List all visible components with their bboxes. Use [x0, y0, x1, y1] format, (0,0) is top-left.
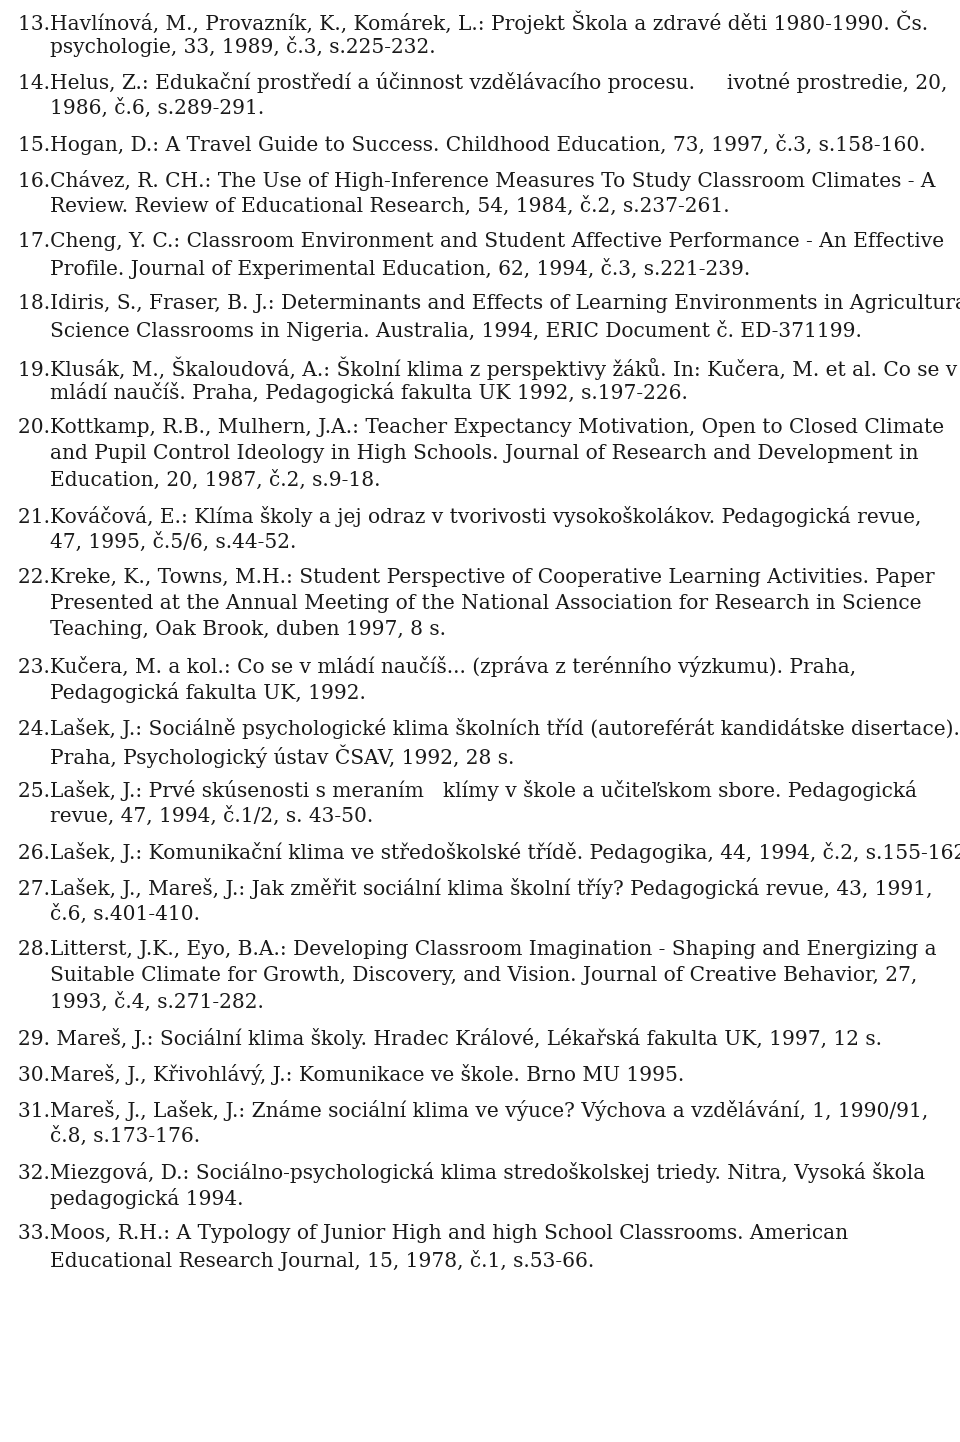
- Text: Presented at the Annual Meeting of the National Association for Research in Scie: Presented at the Annual Meeting of the N…: [50, 594, 922, 613]
- Text: č.6, s.401-410.: č.6, s.401-410.: [50, 904, 200, 924]
- Text: 25.Lašek, J.: Prvé skúsenosti s meraním   klímy v škole a učiteľskom sbore. Peda: 25.Lašek, J.: Prvé skúsenosti s meraním …: [18, 780, 917, 800]
- Text: Profile. Journal of Experimental Education, 62, 1994, č.3, s.221-239.: Profile. Journal of Experimental Educati…: [50, 258, 751, 278]
- Text: 19.Klusák, M., Škaloudová, A.: Školní klima z perspektivy žáků. In: Kučera, M. e: 19.Klusák, M., Škaloudová, A.: Školní kl…: [18, 356, 957, 379]
- Text: 47, 1995, č.5/6, s.44-52.: 47, 1995, č.5/6, s.44-52.: [50, 532, 297, 552]
- Text: Education, 20, 1987, č.2, s.9-18.: Education, 20, 1987, č.2, s.9-18.: [50, 470, 380, 490]
- Text: 18.Idiris, S., Fraser, B. J.: Determinants and Effects of Learning Environments : 18.Idiris, S., Fraser, B. J.: Determinan…: [18, 294, 960, 313]
- Text: pedagogická 1994.: pedagogická 1994.: [50, 1188, 244, 1208]
- Text: 13.Havlínová, M., Provazník, K., Komárek, L.: Projekt Škola a zdravé děti 1980-1: 13.Havlínová, M., Provazník, K., Komárek…: [18, 10, 928, 33]
- Text: Teaching, Oak Brook, duben 1997, 8 s.: Teaching, Oak Brook, duben 1997, 8 s.: [50, 620, 446, 639]
- Text: mládí naučíš. Praha, Pedagogická fakulta UK 1992, s.197-226.: mládí naučíš. Praha, Pedagogická fakulta…: [50, 382, 688, 402]
- Text: 23.Kučera, M. a kol.: Co se v mládí naučíš... (zpráva z terénního výzkumu). Prah: 23.Kučera, M. a kol.: Co se v mládí nauč…: [18, 656, 856, 676]
- Text: 31.Mareš, J., Lašek, J.: Známe sociální klima ve výuce? Výchova a vzdělávání, 1,: 31.Mareš, J., Lašek, J.: Známe sociální …: [18, 1100, 928, 1120]
- Text: psychologie, 33, 1989, č.3, s.225-232.: psychologie, 33, 1989, č.3, s.225-232.: [50, 36, 436, 58]
- Text: 20.Kottkamp, R.B., Mulhern, J.A.: Teacher Expectancy Motivation, Open to Closed : 20.Kottkamp, R.B., Mulhern, J.A.: Teache…: [18, 418, 944, 437]
- Text: Suitable Climate for Growth, Discovery, and Vision. Journal of Creative Behavior: Suitable Climate for Growth, Discovery, …: [50, 966, 917, 985]
- Text: 32.Miezgová, D.: Sociálno-psychologická klima stredoškolskej triedy. Nitra, Vyso: 32.Miezgová, D.: Sociálno-psychologická …: [18, 1162, 925, 1182]
- Text: 27.Lašek, J., Mareš, J.: Jak změřit sociální klima školní tříy? Pedagogická revu: 27.Lašek, J., Mareš, J.: Jak změřit soci…: [18, 878, 932, 898]
- Text: Educational Research Journal, 15, 1978, č.1, s.53-66.: Educational Research Journal, 15, 1978, …: [50, 1250, 594, 1270]
- Text: 22.Kreke, K., Towns, M.H.: Student Perspective of Cooperative Learning Activitie: 22.Kreke, K., Towns, M.H.: Student Persp…: [18, 568, 935, 587]
- Text: 30.Mareš, J., Křivohlávý, J.: Komunikace ve škole. Brno MU 1995.: 30.Mareš, J., Křivohlávý, J.: Komunikace…: [18, 1064, 684, 1084]
- Text: 1986, č.6, s.289-291.: 1986, č.6, s.289-291.: [50, 98, 264, 118]
- Text: Pedagogická fakulta UK, 1992.: Pedagogická fakulta UK, 1992.: [50, 682, 366, 704]
- Text: 29. Mareš, J.: Sociální klima školy. Hradec Králové, Lékařská fakulta UK, 1997, : 29. Mareš, J.: Sociální klima školy. Hra…: [18, 1028, 882, 1048]
- Text: Praha, Psychologický ústav ČSAV, 1992, 28 s.: Praha, Psychologický ústav ČSAV, 1992, 2…: [50, 744, 515, 767]
- Text: revue, 47, 1994, č.1/2, s. 43-50.: revue, 47, 1994, č.1/2, s. 43-50.: [50, 806, 373, 826]
- Text: č.8, s.173-176.: č.8, s.173-176.: [50, 1126, 200, 1146]
- Text: 1993, č.4, s.271-282.: 1993, č.4, s.271-282.: [50, 992, 264, 1012]
- Text: 24.Lašek, J.: Sociálně psychologické klima školních tříd (autoreférát kandidátsk: 24.Lašek, J.: Sociálně psychologické kli…: [18, 718, 960, 738]
- Text: 26.Lašek, J.: Komunikační klima ve středoškolské třídě. Pedagogika, 44, 1994, č.: 26.Lašek, J.: Komunikační klima ve střed…: [18, 842, 960, 862]
- Text: 17.Cheng, Y. C.: Classroom Environment and Student Affective Performance - An Ef: 17.Cheng, Y. C.: Classroom Environment a…: [18, 232, 944, 251]
- Text: 14.Helus, Z.: Edukační prostředí a účinnost vzdělávacího procesu.     ivotné pro: 14.Helus, Z.: Edukační prostředí a účinn…: [18, 72, 948, 92]
- Text: 15.Hogan, D.: A Travel Guide to Success. Childhood Education, 73, 1997, č.3, s.1: 15.Hogan, D.: A Travel Guide to Success.…: [18, 134, 925, 154]
- Text: 28.Litterst, J.K., Eyo, B.A.: Developing Classroom Imagination - Shaping and Ene: 28.Litterst, J.K., Eyo, B.A.: Developing…: [18, 940, 937, 959]
- Text: Review. Review of Educational Research, 54, 1984, č.2, s.237-261.: Review. Review of Educational Research, …: [50, 196, 730, 216]
- Text: Science Classrooms in Nigeria. Australia, 1994, ERIC Document č. ED-371199.: Science Classrooms in Nigeria. Australia…: [50, 320, 862, 340]
- Text: and Pupil Control Ideology in High Schools. Journal of Research and Development : and Pupil Control Ideology in High Schoo…: [50, 444, 919, 463]
- Text: 16.Chávez, R. CH.: The Use of High-Inference Measures To Study Classroom Climate: 16.Chávez, R. CH.: The Use of High-Infer…: [18, 170, 935, 190]
- Text: 21.Kováčová, E.: Klíma školy a jej odraz v tvorivosti vysokoškolákov. Pedagogick: 21.Kováčová, E.: Klíma školy a jej odraz…: [18, 506, 922, 526]
- Text: 33.Moos, R.H.: A Typology of Junior High and high School Classrooms. American: 33.Moos, R.H.: A Typology of Junior High…: [18, 1224, 848, 1243]
